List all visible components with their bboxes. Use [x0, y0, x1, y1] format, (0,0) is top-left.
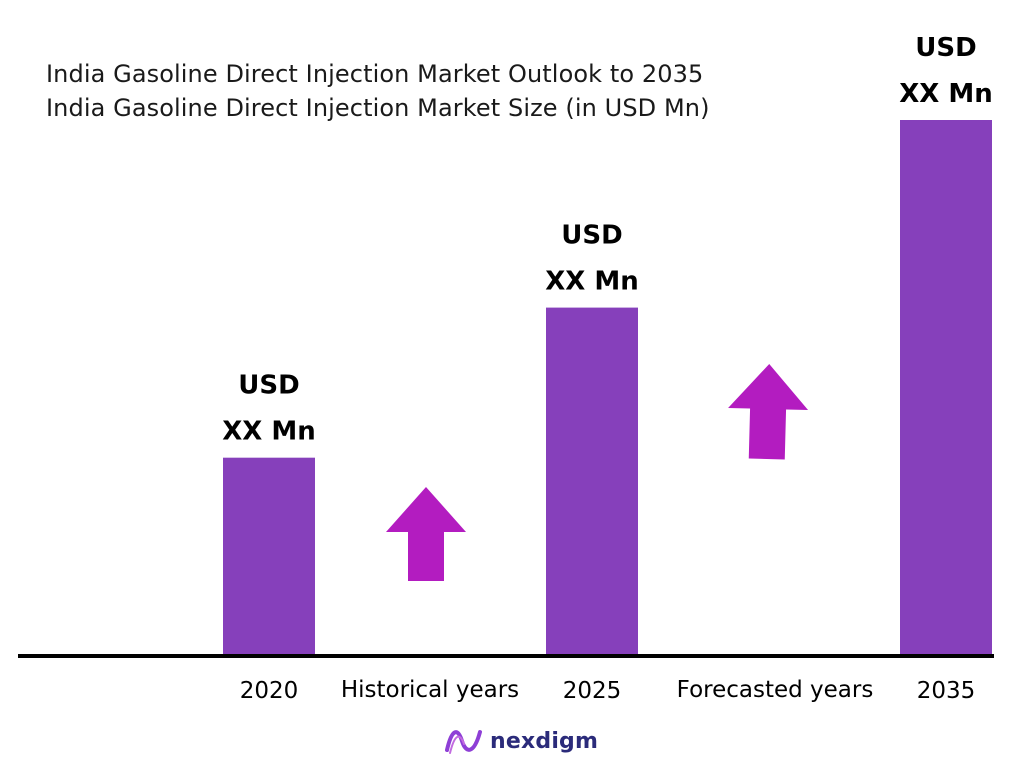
historical-growth-arrow-icon — [386, 487, 466, 581]
data-label-2025-line1: USD — [561, 221, 622, 251]
bar-2025 — [546, 307, 638, 656]
x-tick-label-2025: 2025 — [563, 678, 622, 704]
chart-title: India Gasoline Direct Injection Market O… — [46, 60, 704, 88]
x-tick-label-2020: 2020 — [240, 678, 299, 704]
data-label-2025-line2: XX Mn — [545, 267, 639, 297]
growth-arrows — [386, 364, 809, 581]
forecast-growth-arrow-icon — [728, 364, 809, 460]
nexdigm-logo: nexdigm — [444, 726, 598, 756]
period-label-historical: Historical years — [341, 677, 519, 703]
data-label-2035-line2: XX Mn — [899, 79, 993, 109]
chart-subtitle: India Gasoline Direct Injection Market S… — [46, 94, 710, 122]
bar-2035 — [900, 120, 992, 656]
logo-text: nexdigm — [490, 728, 599, 754]
nexdigm-wave-icon — [445, 730, 482, 754]
data-label-2020-line1: USD — [238, 371, 299, 401]
data-label-2020-line2: XX Mn — [222, 417, 316, 447]
x-tick-label-2035: 2035 — [917, 678, 976, 704]
bar-2020 — [223, 457, 315, 656]
period-label-forecasted: Forecasted years — [677, 677, 874, 703]
data-label-2035-line1: USD — [915, 33, 976, 63]
bars — [223, 120, 992, 656]
labels: USD XX Mn 2020 USD XX Mn 2025 USD XX Mn 2035 Hist… — [222, 33, 993, 704]
